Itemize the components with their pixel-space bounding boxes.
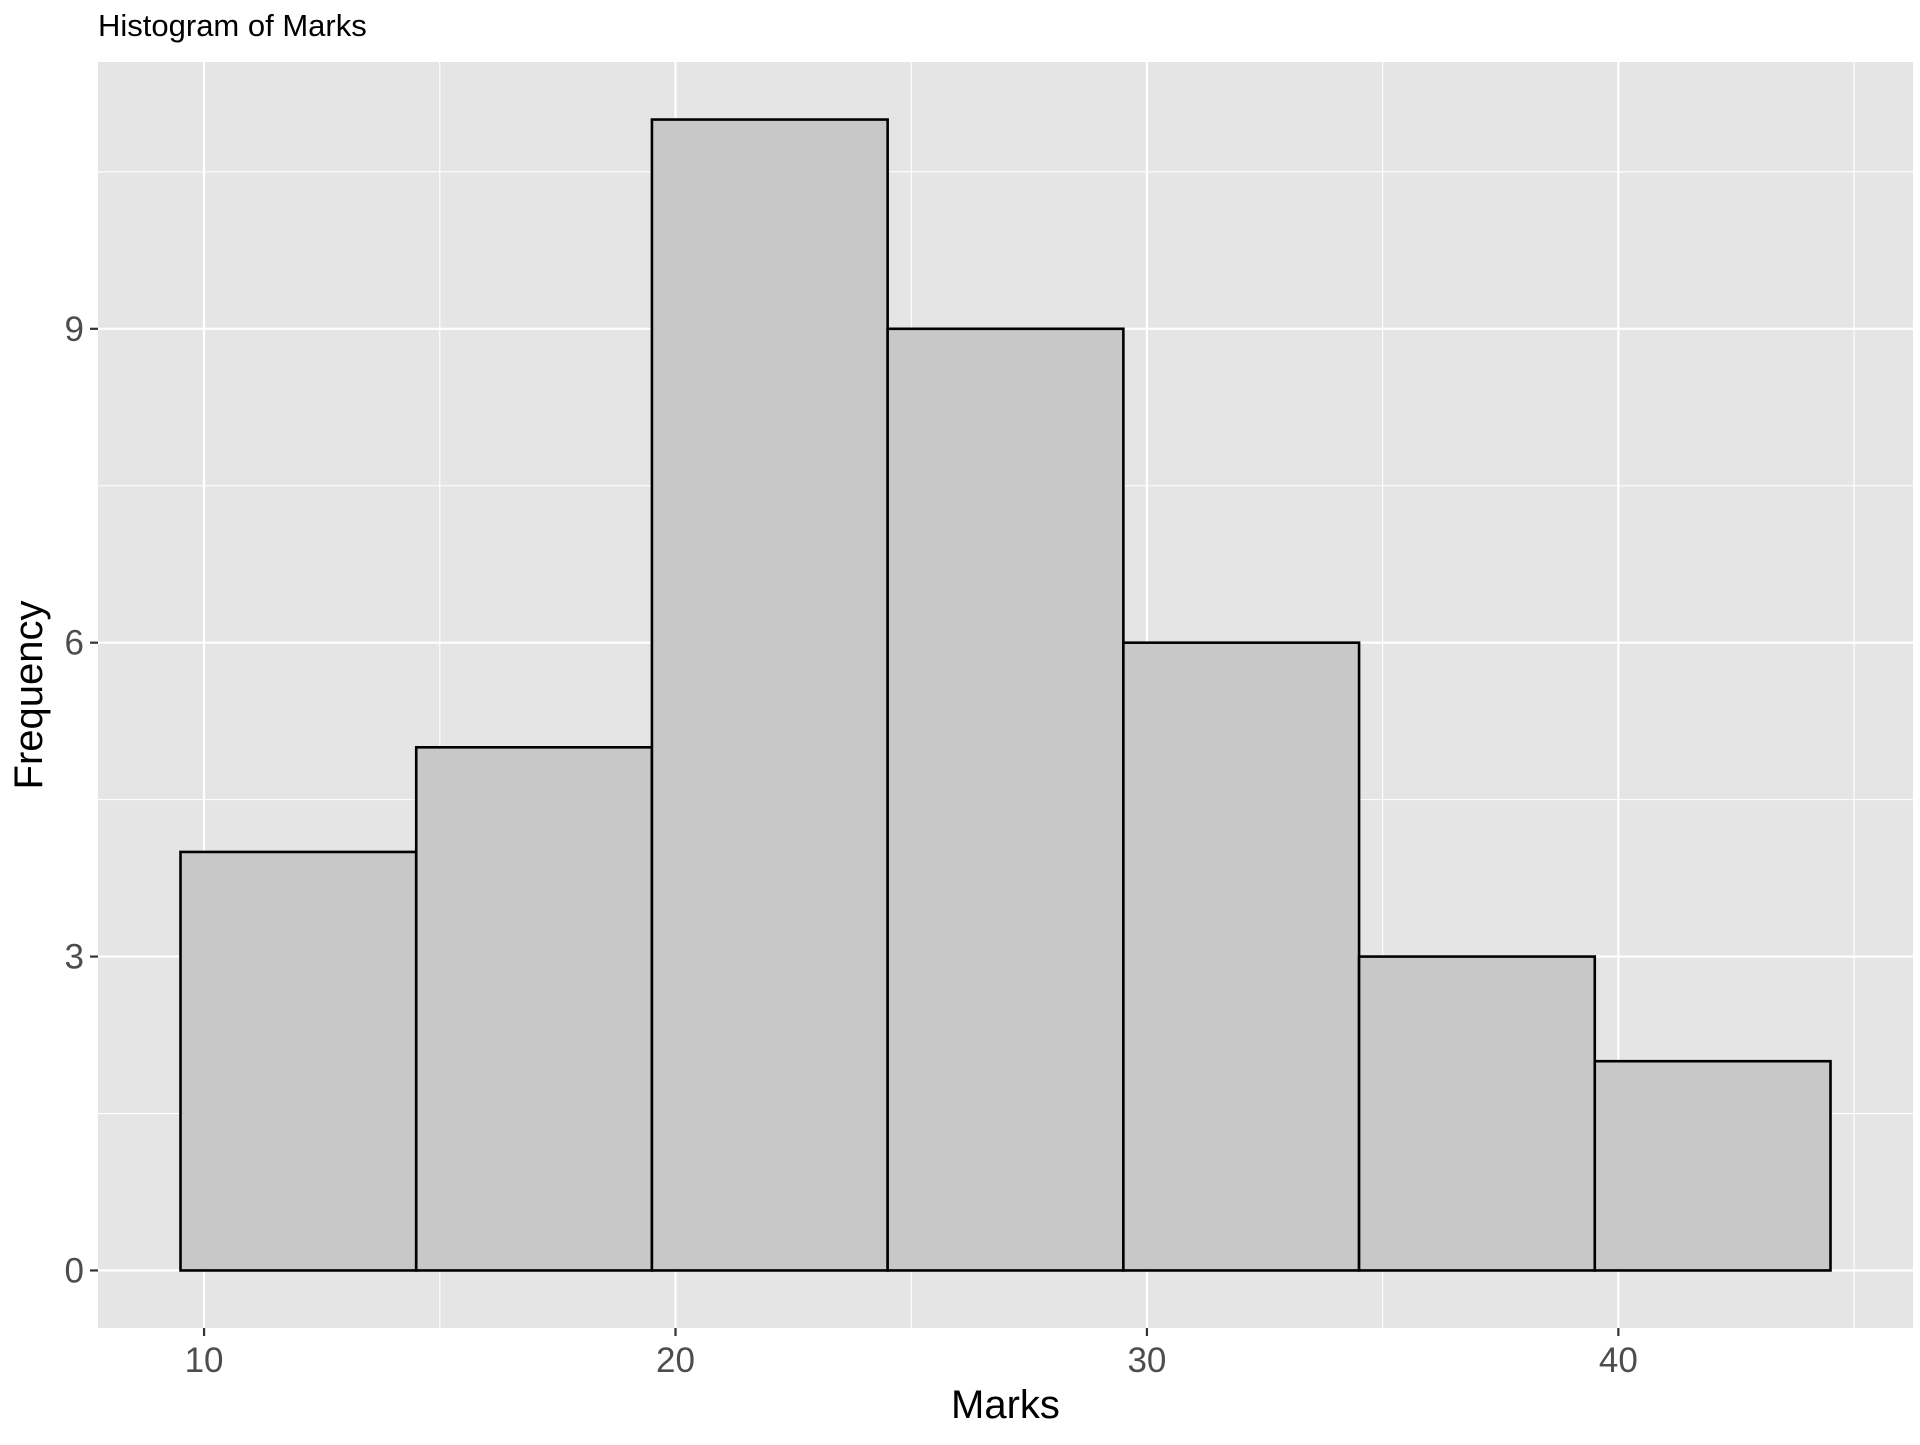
histogram-bar — [650, 118, 889, 1272]
x-tick-label: 10 — [185, 1341, 224, 1380]
histogram-bar — [886, 327, 1125, 1272]
axis-tick-labels: 10 20 30 40 0 3 6 9 — [65, 310, 1638, 1380]
histogram-bar — [1357, 955, 1597, 1272]
x-tick-label: 30 — [1127, 1341, 1166, 1380]
axis-ticks — [90, 327, 1620, 1336]
y-axis-title: Frequency — [7, 601, 51, 790]
histogram-bar — [1593, 1059, 1832, 1272]
y-tick-label: 3 — [65, 938, 84, 977]
histogram-bar — [414, 746, 654, 1272]
x-axis-title: Marks — [951, 1383, 1060, 1427]
x-tick-label: 40 — [1599, 1341, 1638, 1380]
histogram-bar — [1122, 641, 1361, 1272]
x-tick-label: 20 — [656, 1341, 695, 1380]
y-tick-label: 0 — [65, 1251, 84, 1290]
histogram-bars — [179, 118, 1832, 1272]
y-tick-label: 9 — [65, 310, 84, 349]
y-tick-label: 6 — [65, 624, 84, 663]
chart-title: Histogram of Marks — [98, 8, 367, 43]
histogram-bar — [179, 850, 418, 1272]
